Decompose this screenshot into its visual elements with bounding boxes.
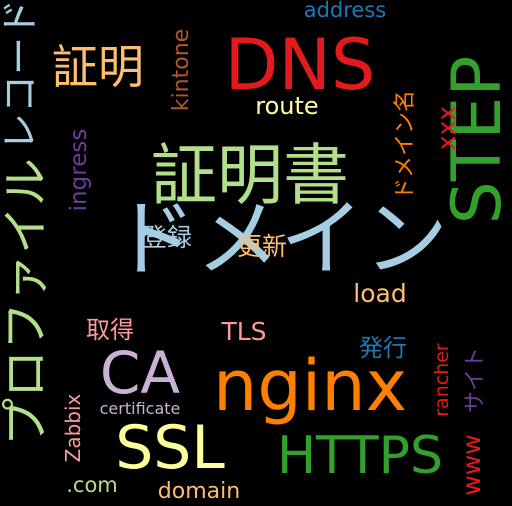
cloud-word: ドメイン: [112, 190, 448, 288]
cloud-word: TLS: [220, 317, 266, 346]
cloud-word: DNS: [225, 24, 376, 106]
cloud-word: 証明書: [151, 137, 349, 214]
cloud-word: HTTPS: [277, 426, 443, 486]
cloud-word: certificate: [100, 399, 181, 418]
cloud-word: STEP: [438, 56, 512, 225]
cloud-word: プロファイル: [0, 158, 54, 446]
cloud-word: 更新: [237, 232, 287, 261]
cloud-word: 登録: [142, 223, 192, 252]
cloud-word: kintone: [169, 29, 194, 111]
cloud-word: route: [255, 92, 318, 120]
cloud-word: サイト: [463, 347, 488, 413]
cloud-word: ingress: [66, 129, 92, 212]
cloud-word: 証明: [52, 40, 144, 94]
cloud-word: nginx: [213, 345, 407, 427]
cloud-word: レコード: [0, 0, 42, 151]
cloud-word: ドメイン名: [393, 90, 418, 200]
cloud-word: SSL: [115, 413, 225, 483]
cloud-word: .com: [66, 473, 118, 497]
cloud-word: 発行: [359, 334, 407, 362]
cloud-word: Zabbix: [61, 393, 85, 462]
cloud-word: www: [457, 434, 486, 495]
cloud-word: 取得: [86, 316, 134, 344]
cloud-word: address: [304, 0, 387, 22]
cloud-word: xxx: [432, 106, 461, 150]
cloud-word: CA: [100, 339, 180, 407]
cloud-word: rancher: [431, 343, 453, 417]
cloud-word: load: [353, 279, 406, 308]
cloud-word: domain: [158, 479, 240, 504]
